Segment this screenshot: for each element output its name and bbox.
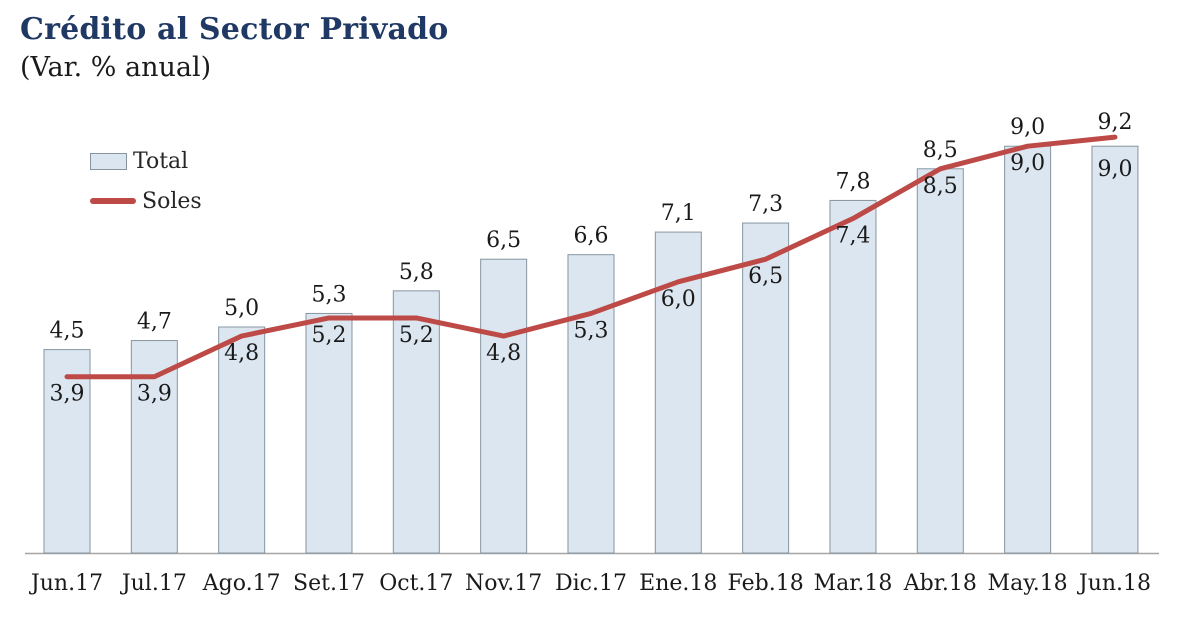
soles-value-label: 8,5 bbox=[923, 174, 958, 199]
legend-label-soles: Soles bbox=[142, 188, 202, 214]
total-value-label: 9,0 bbox=[1010, 115, 1045, 140]
x-axis-label: Oct.17 bbox=[379, 571, 453, 596]
total-bar bbox=[480, 258, 528, 554]
total-bar bbox=[829, 199, 877, 554]
legend-item-soles: Soles bbox=[90, 188, 202, 214]
total-value-label: 9,0 bbox=[1097, 157, 1132, 182]
total-bar bbox=[1091, 145, 1139, 554]
soles-value-label: 3,9 bbox=[137, 382, 172, 407]
legend-item-total: Total bbox=[90, 148, 202, 174]
soles-value-label: 6,0 bbox=[661, 287, 696, 312]
x-axis-label: Nov.17 bbox=[465, 571, 542, 596]
soles-value-label: 5,2 bbox=[311, 323, 346, 348]
total-bar bbox=[130, 340, 178, 554]
soles-line bbox=[64, 134, 1118, 380]
soles-value-label: 9,0 bbox=[1010, 151, 1045, 176]
total-bar bbox=[916, 168, 964, 554]
total-value-label: 5,3 bbox=[311, 282, 346, 307]
total-value-label: 5,0 bbox=[224, 296, 259, 321]
x-axis-label: Mar.18 bbox=[814, 571, 893, 596]
legend: Total Soles bbox=[90, 148, 202, 214]
soles-value-label: 9,2 bbox=[1097, 110, 1132, 135]
total-value-label: 7,8 bbox=[835, 169, 870, 194]
total-bar-swatch-icon bbox=[90, 152, 127, 170]
legend-label-total: Total bbox=[133, 148, 189, 174]
total-value-label: 7,3 bbox=[748, 192, 783, 217]
soles-value-label: 5,3 bbox=[573, 318, 608, 343]
total-value-label: 7,1 bbox=[661, 201, 696, 226]
total-value-label: 6,6 bbox=[573, 224, 608, 249]
total-value-label: 8,5 bbox=[923, 138, 958, 163]
total-bar bbox=[218, 326, 266, 554]
soles-value-label: 4,8 bbox=[486, 341, 521, 366]
total-value-label: 4,7 bbox=[137, 310, 172, 335]
total-bar bbox=[305, 312, 353, 554]
soles-value-label: 3,9 bbox=[50, 382, 85, 407]
x-axis-label: Abr.18 bbox=[903, 571, 977, 596]
x-axis-label: Ago.17 bbox=[202, 571, 281, 596]
total-bar bbox=[1004, 145, 1052, 554]
chart-subtitle: (Var. % anual) bbox=[20, 52, 212, 83]
x-axis-label: May.18 bbox=[988, 571, 1068, 596]
x-axis-label: Jun.18 bbox=[1077, 571, 1151, 596]
soles-value-label: 6,5 bbox=[748, 264, 783, 289]
total-value-label: 6,5 bbox=[486, 228, 521, 253]
x-axis-label: Feb.18 bbox=[728, 571, 804, 596]
x-axis-label: Jul.17 bbox=[120, 571, 187, 596]
x-axis-label: Dic.17 bbox=[555, 571, 627, 596]
x-axis-label: Jun.17 bbox=[29, 571, 103, 596]
soles-value-label: 5,2 bbox=[399, 323, 434, 348]
x-axis-label: Ene.18 bbox=[639, 571, 717, 596]
soles-value-label: 4,8 bbox=[224, 341, 259, 366]
x-axis-label: Set.17 bbox=[293, 571, 365, 596]
total-bar bbox=[567, 254, 615, 554]
total-bar bbox=[43, 349, 91, 554]
total-value-label: 5,8 bbox=[399, 260, 434, 285]
chart-title: Crédito al Sector Privado bbox=[20, 12, 449, 47]
soles-line-swatch-icon bbox=[90, 198, 136, 204]
total-bar bbox=[392, 290, 440, 554]
total-value-label: 4,5 bbox=[50, 319, 85, 344]
total-bar bbox=[742, 222, 790, 554]
soles-value-label: 7,4 bbox=[835, 224, 870, 249]
